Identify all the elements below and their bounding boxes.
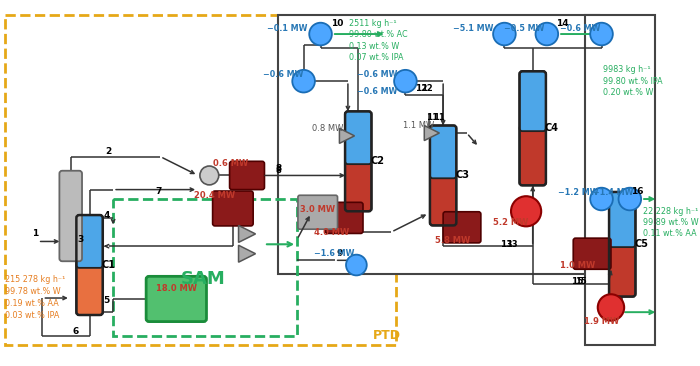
Text: 9983 kg h⁻¹: 9983 kg h⁻¹ [603, 66, 651, 74]
Text: 1: 1 [32, 229, 38, 238]
FancyBboxPatch shape [146, 276, 206, 322]
Text: −0.1 MW: −0.1 MW [267, 24, 308, 33]
Text: 1.0 MW: 1.0 MW [560, 261, 596, 269]
Text: 13: 13 [506, 240, 518, 249]
Text: 9: 9 [336, 249, 342, 258]
Text: 18.0 MW: 18.0 MW [156, 284, 197, 293]
Text: 0.11 wt.% AA: 0.11 wt.% AA [643, 229, 696, 238]
FancyBboxPatch shape [76, 262, 103, 315]
Text: 12: 12 [415, 84, 428, 93]
FancyBboxPatch shape [278, 15, 598, 274]
Text: 0.03 wt.% IPA: 0.03 wt.% IPA [5, 311, 59, 321]
Text: 0.6 MW: 0.6 MW [214, 159, 248, 168]
FancyBboxPatch shape [430, 126, 456, 178]
Text: 215 278 kg h⁻¹: 215 278 kg h⁻¹ [5, 274, 65, 284]
Text: 0.20 wt.% W: 0.20 wt.% W [603, 88, 654, 97]
FancyBboxPatch shape [430, 173, 456, 225]
Polygon shape [239, 225, 256, 242]
Polygon shape [239, 245, 256, 262]
FancyBboxPatch shape [519, 126, 546, 185]
FancyBboxPatch shape [584, 15, 655, 345]
Text: −0.6 MW: −0.6 MW [357, 87, 398, 96]
Text: −0.5 MW: −0.5 MW [504, 24, 545, 33]
Text: 4: 4 [104, 212, 110, 220]
Text: 15: 15 [575, 277, 587, 287]
FancyBboxPatch shape [213, 191, 253, 226]
Text: −5.1 MW: −5.1 MW [453, 24, 494, 33]
Text: 8: 8 [275, 164, 281, 173]
Text: C3: C3 [456, 171, 470, 180]
Text: 7: 7 [155, 187, 162, 196]
Text: −1.6 MW: −1.6 MW [314, 249, 355, 258]
Circle shape [200, 166, 218, 185]
Text: 12: 12 [421, 84, 433, 93]
Text: 5: 5 [104, 296, 110, 305]
Text: 16: 16 [631, 187, 643, 196]
FancyBboxPatch shape [298, 195, 337, 229]
Text: 13: 13 [500, 240, 512, 249]
Text: −1.4 MW: −1.4 MW [593, 188, 633, 197]
Circle shape [619, 188, 641, 210]
Text: 0.07 wt.% IPA: 0.07 wt.% IPA [349, 53, 403, 62]
Circle shape [598, 294, 624, 321]
Polygon shape [340, 128, 354, 143]
FancyBboxPatch shape [230, 161, 265, 190]
Text: 0.19 wt.% AA: 0.19 wt.% AA [5, 299, 59, 308]
Circle shape [394, 70, 416, 93]
Text: 10: 10 [331, 19, 344, 28]
FancyBboxPatch shape [609, 192, 636, 247]
FancyBboxPatch shape [76, 215, 103, 268]
Circle shape [309, 23, 332, 45]
Circle shape [590, 188, 612, 210]
Text: SAM: SAM [181, 270, 225, 288]
Text: 22 228 kg h⁻¹: 22 228 kg h⁻¹ [643, 207, 699, 216]
Circle shape [346, 255, 367, 275]
Text: C4: C4 [545, 123, 559, 133]
Text: 99.78 wt.% W: 99.78 wt.% W [5, 287, 60, 296]
FancyBboxPatch shape [519, 71, 546, 131]
Circle shape [493, 23, 516, 45]
Text: 2: 2 [105, 147, 111, 156]
Text: 4.0 MW: 4.0 MW [314, 228, 349, 236]
Circle shape [536, 23, 558, 45]
FancyBboxPatch shape [60, 171, 82, 261]
Text: −0.6 MW: −0.6 MW [262, 70, 303, 79]
Text: 99.89 wt.% W: 99.89 wt.% W [643, 218, 699, 227]
FancyBboxPatch shape [345, 158, 372, 211]
Text: C1: C1 [102, 260, 116, 270]
Text: 6: 6 [72, 326, 78, 336]
Text: 99.80 wt.% AC: 99.80 wt.% AC [349, 30, 407, 40]
Text: 11: 11 [433, 112, 445, 122]
Text: −0.6 MW: −0.6 MW [357, 70, 398, 79]
Text: C2: C2 [370, 156, 384, 166]
Circle shape [511, 196, 541, 226]
Polygon shape [424, 126, 440, 141]
FancyBboxPatch shape [326, 202, 363, 234]
FancyBboxPatch shape [345, 111, 372, 164]
Text: 99.80 wt.% IPA: 99.80 wt.% IPA [603, 76, 663, 86]
Text: 5.8 MW: 5.8 MW [435, 236, 470, 245]
Text: 0.8 MW: 0.8 MW [312, 124, 344, 133]
Text: 3.0 MW: 3.0 MW [300, 205, 335, 214]
Text: 20.4 MW: 20.4 MW [195, 191, 235, 200]
Text: C5: C5 [634, 239, 648, 249]
Text: 5.2 MW: 5.2 MW [494, 218, 528, 227]
Text: 1.9 MW: 1.9 MW [584, 317, 620, 326]
Text: PTD: PTD [372, 329, 400, 342]
Text: 0.13 wt.% W: 0.13 wt.% W [349, 42, 399, 51]
Text: 15: 15 [570, 277, 583, 287]
Circle shape [590, 23, 612, 45]
Text: 11: 11 [426, 112, 439, 122]
FancyBboxPatch shape [573, 238, 611, 269]
Text: −0.6 MW: −0.6 MW [559, 24, 600, 33]
Circle shape [293, 70, 315, 93]
Text: 14: 14 [556, 19, 568, 28]
FancyBboxPatch shape [609, 242, 636, 296]
Text: 8: 8 [275, 166, 281, 175]
Text: −1.2 MW: −1.2 MW [558, 188, 598, 197]
FancyBboxPatch shape [443, 212, 481, 243]
Text: 2511 kg h⁻¹: 2511 kg h⁻¹ [349, 19, 396, 28]
Text: 1.1 MW: 1.1 MW [403, 121, 434, 130]
Text: 3: 3 [77, 235, 83, 244]
